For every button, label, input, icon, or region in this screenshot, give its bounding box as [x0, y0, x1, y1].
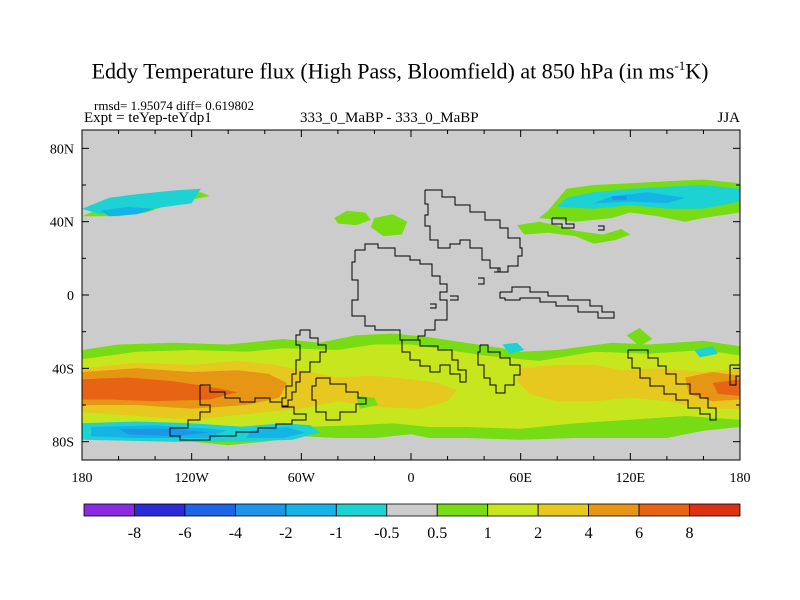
- contour-region-23: [626, 328, 653, 347]
- map-plot-area: [82, 130, 740, 460]
- colorbar-label: -0.5: [374, 525, 399, 542]
- contour-region-14: [82, 188, 201, 215]
- contour-region-25: [502, 342, 525, 354]
- colorbar-swatch: [487, 503, 539, 517]
- center-label: 333_0_MaBP - 333_0_MaBP: [300, 110, 479, 126]
- coastline-15: [598, 225, 605, 231]
- axis-ticks: 180 120W 60W 0 60E 120E 180 80N 40N 0 40S 80S: [50, 130, 751, 486]
- colorbar-swatch: [588, 503, 640, 517]
- contour-region-22: [517, 221, 631, 244]
- y-tick-label: 80S: [52, 436, 74, 451]
- title-end: K): [685, 58, 709, 84]
- title-superscript: -1: [674, 58, 686, 73]
- x-tick-label: 120E: [616, 471, 646, 486]
- coastline-13: [430, 303, 437, 309]
- contour-region-24: [356, 395, 379, 409]
- colorbar-swatch: [134, 503, 186, 517]
- colorbar-label: 2: [534, 525, 542, 542]
- colorbar-label: -4: [229, 525, 242, 542]
- coastline-4: [477, 344, 521, 394]
- y-tick-label: 40N: [50, 216, 74, 231]
- coastline-11: [478, 277, 485, 285]
- coastline-1: [351, 243, 448, 341]
- x-tick-label: 60E: [509, 471, 532, 486]
- colorbar-swatch: [638, 503, 690, 517]
- coastlines: [169, 189, 740, 441]
- x-tick-label: 120W: [175, 471, 210, 486]
- coastline-6: [627, 349, 717, 421]
- contour-region-20: [334, 210, 371, 226]
- colorbar-label: 6: [635, 525, 643, 542]
- contour-region-7: [712, 379, 740, 396]
- season-label: JJA: [717, 110, 740, 126]
- contour-region-12: [246, 427, 305, 438]
- expt-line: Expt = teYep-teYdp1: [84, 110, 212, 126]
- x-tick-label: 180: [72, 471, 93, 486]
- colorbar-swatch: [436, 503, 489, 517]
- coastline-3: [401, 339, 467, 383]
- colorbar-label: -2: [279, 525, 292, 542]
- y-tick-label: 40S: [52, 362, 74, 377]
- colorbar-swatch: [537, 503, 590, 517]
- y-tick-label: 80N: [50, 142, 74, 157]
- coastline-8: [169, 384, 307, 441]
- title-main: Eddy Temperature flux (High Pass, Bloomf…: [91, 58, 675, 84]
- stats-line: rmsd= 1.95074 diff= 0.619802: [94, 98, 254, 113]
- colorbar-label: 8: [686, 525, 694, 542]
- x-tick-label: 60W: [288, 471, 316, 486]
- colorbar-label: -1: [330, 525, 343, 542]
- coastline-9: [311, 377, 367, 421]
- contour-region-19: [612, 196, 627, 200]
- y-tick-label: 0: [67, 289, 74, 304]
- colorbar-swatch: [285, 503, 337, 517]
- coastline-12: [450, 295, 459, 301]
- colorbar-swatch: [184, 503, 236, 517]
- x-tick-label: 0: [408, 471, 415, 486]
- coastline-10: [494, 267, 501, 273]
- colorbar-label: -8: [128, 525, 141, 542]
- colorbar-swatch: [83, 503, 135, 517]
- colorbar-label: -6: [178, 525, 191, 542]
- contour-region-10: [118, 428, 210, 437]
- coastline-7: [729, 364, 740, 386]
- coastline-5: [499, 286, 615, 319]
- chart-title: Eddy Temperature flux (High Pass, Bloomf…: [0, 58, 800, 84]
- contour-region-3: [517, 364, 740, 409]
- colorbar-swatch: [234, 503, 287, 517]
- colorbar-label: 1: [484, 525, 492, 542]
- contour-region-18: [593, 192, 686, 204]
- contour-region-5: [82, 377, 238, 402]
- contour-region-21: [370, 214, 408, 237]
- colorbar-swatch: [386, 503, 438, 517]
- x-tick-label: 180: [730, 471, 751, 486]
- coastline-14: [551, 217, 575, 229]
- colorbar-label: 0.5: [427, 525, 447, 542]
- contour-region-26: [694, 346, 719, 358]
- colorbar: -8 -6 -4 -2 -1 -0.5 0.5 1 2 4 6 8: [83, 503, 741, 542]
- colorbar-swatch: [689, 503, 741, 517]
- colorbar-swatch: [335, 503, 388, 517]
- coastline-2: [281, 329, 327, 407]
- contour-region-15: [100, 207, 156, 217]
- colorbar-label: 4: [585, 525, 593, 542]
